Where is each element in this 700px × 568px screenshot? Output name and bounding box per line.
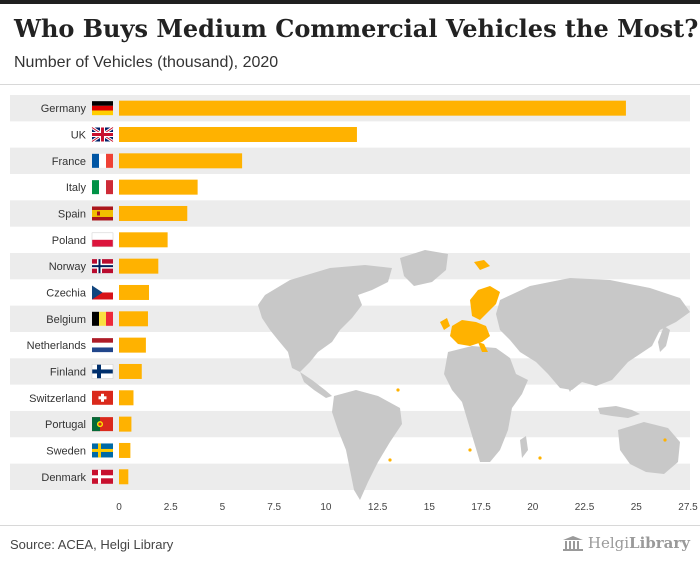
germany-flag-icon <box>92 101 113 116</box>
map-europe-highlight <box>478 342 488 352</box>
bar <box>119 126 357 142</box>
uk-flag-icon <box>91 126 114 143</box>
category-label: Poland <box>52 235 86 247</box>
map-europe-highlight <box>474 260 490 270</box>
x-tick-label: 27.5 <box>678 502 698 513</box>
map-landmass <box>562 358 580 392</box>
x-tick-label: 17.5 <box>471 502 491 513</box>
map-territory-dot <box>468 448 472 452</box>
x-tick-label: 0 <box>116 502 122 513</box>
map-territory-dot <box>388 458 392 462</box>
x-tick-label: 7.5 <box>267 502 281 513</box>
logo-suffix: Library <box>629 534 690 552</box>
bar <box>119 311 148 327</box>
sweden-flag-icon <box>92 443 113 458</box>
map-territory-dot <box>663 438 667 442</box>
category-label: Belgium <box>46 314 86 326</box>
czechia-flag-icon <box>92 285 113 300</box>
bar <box>119 442 131 458</box>
map-landmass <box>400 250 448 286</box>
map-europe-highlight <box>440 318 450 330</box>
finland-flag-icon <box>91 364 114 379</box>
category-label: Sweden <box>46 445 86 457</box>
map-territory-dot <box>396 388 400 392</box>
category-label: Finland <box>50 366 86 378</box>
bar <box>119 153 243 169</box>
map-landmass <box>658 326 670 352</box>
category-label: France <box>52 156 86 168</box>
map-landmass <box>598 406 640 418</box>
category-label: Germany <box>41 103 87 115</box>
bar <box>119 390 134 406</box>
world-map <box>258 250 690 500</box>
x-tick-label: 5 <box>220 502 226 513</box>
map-landmass <box>618 422 680 474</box>
bar <box>119 205 188 221</box>
x-tick-label: 22.5 <box>575 502 595 513</box>
footer-divider <box>0 525 700 526</box>
bar <box>119 100 626 116</box>
header-divider <box>0 84 700 85</box>
category-label: Italy <box>66 182 87 194</box>
x-tick-label: 25 <box>631 502 643 513</box>
library-building-icon <box>562 536 583 551</box>
x-tick-label: 10 <box>320 502 332 513</box>
map-landmass <box>444 346 528 462</box>
category-label: Netherlands <box>27 340 87 352</box>
map-europe-highlight <box>470 286 500 320</box>
bar <box>119 416 132 432</box>
map-landmass <box>332 390 402 500</box>
bar <box>119 363 142 379</box>
spain-flag-icon <box>92 206 113 221</box>
category-label: Norway <box>49 261 87 273</box>
logo-name: Helgi <box>587 534 630 552</box>
bar <box>119 258 159 274</box>
category-label: Denmark <box>41 472 86 484</box>
belgium-flag-icon <box>92 311 113 326</box>
chart-title: Who Buys Medium Commercial Vehicles the … <box>14 14 699 43</box>
bar <box>119 284 150 300</box>
category-label: UK <box>71 129 87 141</box>
source-note: Source: ACEA, Helgi Library <box>10 537 174 552</box>
x-tick-label: 20 <box>527 502 539 513</box>
x-tick-label: 2.5 <box>164 502 178 513</box>
category-label: Czechia <box>46 287 87 299</box>
category-label: Switzerland <box>29 393 86 405</box>
portugal-flag-icon <box>92 417 113 432</box>
category-label: Spain <box>58 208 86 220</box>
bar-chart: Germany UK France Italy Spain Poland Norway Cze… <box>10 95 698 513</box>
x-tick-label: 12.5 <box>368 502 388 513</box>
map-europe-highlight <box>450 320 490 346</box>
category-label: Portugal <box>45 419 86 431</box>
switzerland-flag-icon <box>92 390 113 405</box>
denmark-flag-icon <box>92 469 113 484</box>
map-landmass <box>300 372 332 398</box>
bar <box>119 179 198 195</box>
title-rule <box>0 0 700 4</box>
x-tick-label: 15 <box>424 502 436 513</box>
bar <box>119 337 146 353</box>
map-territory-dot <box>538 456 542 460</box>
chart-subtitle: Number of Vehicles (thousand), 2020 <box>14 54 279 71</box>
map-landmass <box>520 436 528 458</box>
bar <box>119 469 129 485</box>
helgi-library-logo: HelgiLibrary <box>562 534 690 552</box>
map-landmass <box>258 265 392 372</box>
norway-flag-icon <box>92 259 113 274</box>
bar <box>119 232 168 248</box>
map-landmass <box>496 278 690 390</box>
poland-flag-icon <box>91 232 114 248</box>
netherlands-flag-icon <box>92 338 113 353</box>
france-flag-icon <box>92 153 113 168</box>
italy-flag-icon <box>92 180 113 195</box>
